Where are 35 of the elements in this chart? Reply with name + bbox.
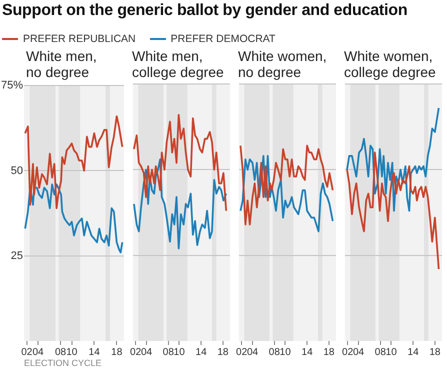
x-tick-label: 08 bbox=[374, 346, 386, 358]
x-tick-label: 04 bbox=[352, 346, 365, 358]
text: Support on the generic ballot by gender and education bbox=[2, 2, 408, 20]
x-axis-title: ELECTION CYCLE bbox=[24, 358, 102, 368]
x-tick-label: 08 bbox=[268, 346, 280, 358]
chart-title: White men, college degree bbox=[132, 48, 224, 80]
legend-label: PREFER DEMOCRAT bbox=[170, 33, 276, 45]
y-tick-label: 75% bbox=[0, 80, 24, 92]
x-tick-label: 02 bbox=[21, 346, 33, 358]
legend-label: PREFER REPUBLICAN bbox=[22, 33, 136, 45]
x-tick-label: 14 bbox=[88, 346, 100, 358]
x-tick-label: 04 bbox=[246, 346, 259, 358]
y-tick-label: 25 bbox=[10, 250, 23, 262]
x-tick-label: 14 bbox=[408, 346, 420, 358]
chart-title: White women, college degree bbox=[344, 48, 436, 80]
x-tick-label: 14 bbox=[302, 346, 314, 358]
x-tick-label: 04 bbox=[32, 346, 44, 358]
y-tick-label: 50 bbox=[10, 164, 23, 177]
x-tick-label: 14 bbox=[196, 346, 208, 358]
x-tick-label: 02 bbox=[342, 346, 354, 358]
x-tick-label: 08 bbox=[54, 346, 67, 358]
x-tick-label: 10 bbox=[386, 346, 398, 358]
x-tick-label: 18 bbox=[429, 346, 441, 358]
x-tick-label: 10 bbox=[66, 346, 78, 358]
x-tick-label: 10 bbox=[280, 346, 292, 358]
x-tick-label: 02 bbox=[236, 346, 248, 358]
x-tick-label: 08 bbox=[162, 346, 174, 358]
x-tick-label: 04 bbox=[140, 346, 153, 358]
x-tick-label: 02 bbox=[130, 346, 142, 358]
x-tick-label: 18 bbox=[111, 346, 123, 358]
chart-subtitle: White men, no degree bbox=[26, 48, 97, 80]
chart-title: White women, no degree bbox=[238, 48, 327, 80]
x-tick-label: 18 bbox=[323, 346, 335, 358]
x-tick-label: 10 bbox=[174, 346, 186, 358]
x-tick-label: 18 bbox=[217, 346, 229, 358]
